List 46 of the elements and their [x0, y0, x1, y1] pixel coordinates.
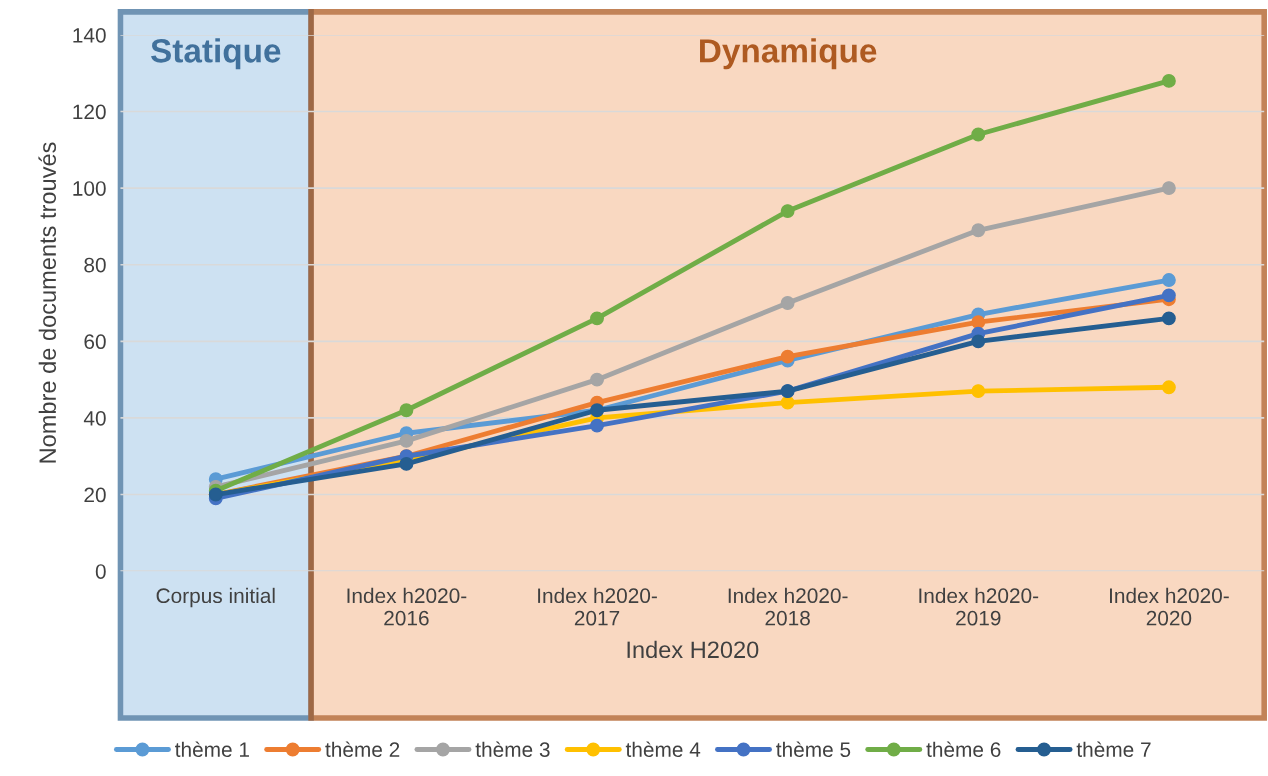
y-axis-title: Nombre de documents trouvés [38, 142, 57, 463]
legend-label: thème 6 [926, 741, 1001, 758]
point [1161, 311, 1176, 326]
y-tick-label: 40 [83, 410, 106, 426]
legend-label: thème 4 [625, 741, 701, 758]
legend-label: thème 1 [175, 741, 249, 758]
point [971, 334, 986, 349]
point [971, 315, 986, 330]
legend-label: thème 2 [325, 741, 400, 758]
x-tick-label: Index h2020- 2017 [538, 587, 657, 626]
point [590, 372, 604, 387]
x-tick-label: Index h2020- 2018 [728, 587, 848, 626]
band-label: Statique [150, 38, 281, 70]
x-tick-label: Index h2020- 2016 [347, 587, 467, 626]
legend-label: thème 5 [776, 741, 851, 758]
point [590, 418, 604, 433]
point [971, 127, 986, 142]
x-tick-label: Index h2020- 2019 [919, 587, 1039, 626]
point [780, 204, 795, 219]
point [399, 403, 414, 418]
point [590, 311, 604, 326]
legend-label: thème 3 [475, 741, 550, 758]
x-axis-title: Index H2020 [627, 640, 759, 659]
band-label: Dynamique [700, 38, 877, 70]
point [971, 223, 986, 238]
point [1161, 73, 1176, 88]
point [1161, 181, 1176, 196]
y-tick-label: 80 [84, 257, 106, 273]
point [1161, 288, 1176, 303]
point [971, 384, 986, 399]
y-tick-label: 20 [84, 487, 106, 503]
y-tick-label: 0 [95, 564, 106, 579]
point [780, 395, 795, 410]
y-tick-label: 140 [73, 27, 106, 43]
point [1161, 380, 1176, 395]
x-tick-label: Corpus initial [156, 587, 275, 608]
y-tick-label: 120 [73, 104, 106, 120]
legend-label: thème 7 [1076, 741, 1151, 758]
point [399, 433, 414, 448]
y-tick-label: 100 [73, 181, 106, 196]
point [1161, 273, 1176, 287]
point [780, 349, 795, 364]
x-tick-label: Index h2020- 2020 [1110, 587, 1229, 626]
y-tick-label: 60 [84, 334, 106, 350]
point [780, 296, 795, 310]
point [399, 456, 414, 471]
